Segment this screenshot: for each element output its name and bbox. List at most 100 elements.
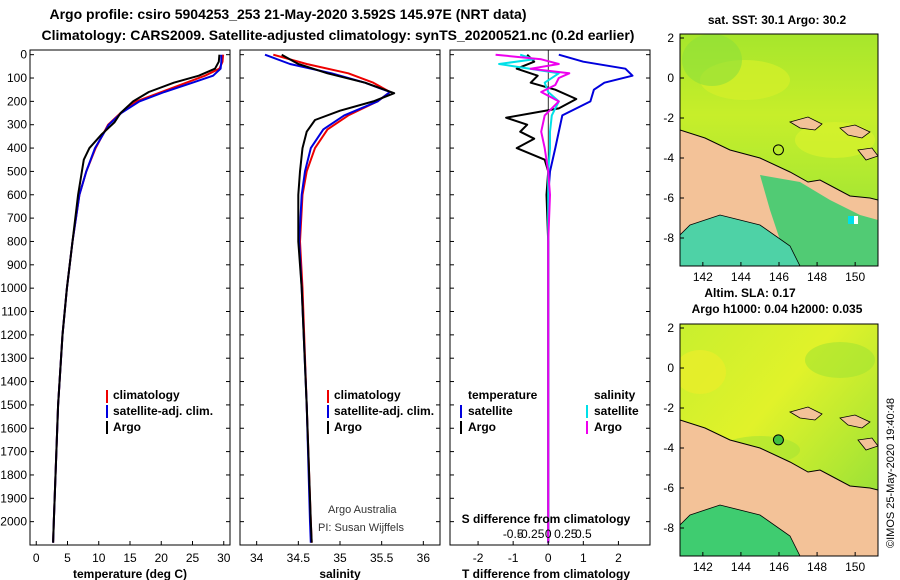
depth-tick-label: 500 (7, 164, 27, 178)
sla-map-title-2: Argo h1000: 0.04 h2000: 0.035 (692, 302, 863, 316)
depth-tick-label: 700 (7, 211, 27, 225)
imos-stamp: ©IMOS 25-May-2020 19:40:48 (885, 398, 897, 548)
sla-gulf (680, 504, 801, 556)
sst-map-axes: 142 144 146 148 150 2 0 -2 -4 -6 -8 (663, 31, 865, 284)
map-x-tick-label: 150 (845, 560, 865, 574)
map-x-tick-label: 148 (807, 560, 827, 574)
credit-line-1: Argo Australia (328, 504, 397, 516)
s-tick-label: -0.5 (503, 527, 524, 541)
sst-gulf (680, 214, 801, 266)
title-line-1: Argo profile: csiro 5904253_253 21-May-2… (49, 6, 526, 22)
map-y-tick-label: 0 (667, 71, 674, 85)
legend-argo-label: Argo (334, 420, 362, 434)
sst-island-1 (788, 116, 823, 131)
sla-argo-marker (772, 434, 784, 446)
depth-axis: 0 100 200 300 400 500 600 700 800 900 1000 1100 1200… (0, 48, 27, 529)
sst-island-2 (839, 124, 871, 139)
legend-s-satellite-label: satellite (594, 404, 639, 418)
depth-tick-label: 1800 (0, 468, 27, 482)
map-y-tick-label: 0 (667, 361, 674, 375)
x-tick-label: 25 (186, 551, 200, 565)
depth-tick-label: 400 (7, 141, 27, 155)
title-line-2: Climatology: CARS2009. Satellite-adjuste… (42, 27, 635, 43)
difference-panel-frame (449, 49, 651, 546)
map-x-tick-label: 148 (807, 270, 827, 284)
legend-salinity-title: salinity (594, 388, 636, 402)
s-tick-label: 0.5 (575, 527, 592, 541)
sla-map (680, 324, 878, 556)
map-y-tick-label: -4 (663, 151, 674, 165)
depth-tick-label: 1600 (0, 421, 27, 435)
salinity-legend: climatology satellite-adj. clim. Argo (327, 388, 434, 434)
x-tick-label: 35 (333, 551, 347, 565)
x-tick-label: 1 (580, 551, 587, 565)
map-y-tick-label: -6 (663, 191, 674, 205)
depth-tick-label: 200 (7, 94, 27, 108)
series-salinity-satellite (498, 53, 560, 543)
series-argo (281, 53, 396, 543)
salinity-axis-label: salinity (319, 567, 361, 580)
map-x-tick-label: 146 (769, 270, 789, 284)
map-x-tick-label: 142 (693, 270, 713, 284)
map-x-tick-label: 142 (693, 560, 713, 574)
sst-island-3 (857, 147, 878, 161)
x-tick-label: 34 (250, 551, 264, 565)
sst-map-title: sat. SST: 30.1 Argo: 30.2 (708, 13, 847, 27)
series-salinity-argo (495, 53, 571, 543)
map-y-tick-label: -2 (663, 111, 674, 125)
x-tick-label: 34.5 (287, 551, 311, 565)
legend-satellite-label: satellite-adj. clim. (334, 404, 434, 418)
legend-climatology-label: climatology (334, 388, 401, 402)
map-y-tick-label: 2 (667, 321, 674, 335)
sst-map (680, 34, 878, 266)
temperature-panel-frame (29, 49, 231, 546)
map-y-tick-label: -2 (663, 401, 674, 415)
legend-climatology-label: climatology (113, 388, 180, 402)
legend-temperature-title: temperature (468, 388, 538, 402)
map-y-tick-label: -8 (663, 231, 674, 245)
x-tick-label: 35.5 (370, 551, 394, 565)
depth-tick-label: 1900 (0, 491, 27, 505)
sla-island-2 (839, 414, 871, 429)
depth-tick-label: 800 (7, 234, 27, 248)
difference-legend: temperature salinity satellite Argo sate… (460, 388, 639, 434)
sla-map-axes: 142 144 146 148 150 2 0 -2 -4 -6 -8 (663, 321, 865, 574)
map-y-tick-label: -8 (663, 521, 674, 535)
x-tick-label: 0 (33, 551, 40, 565)
legend-argo-label: Argo (113, 420, 141, 434)
x-tick-label: 36 (417, 551, 431, 565)
t-difference-axis-label: T difference from climatology (462, 567, 630, 580)
depth-tick-label: 1400 (0, 375, 27, 389)
depth-tick-label: 1300 (0, 351, 27, 365)
s-tick-label: 0 (545, 527, 552, 541)
depth-tick-label: 1100 (1, 305, 27, 319)
temperature-axis-label: temperature (deg C) (73, 567, 187, 580)
sla-map-title-1: Altim. SLA: 0.17 (704, 286, 796, 300)
x-tick-label: 15 (123, 551, 137, 565)
map-x-tick-label: 144 (731, 560, 751, 574)
depth-tick-label: 2000 (0, 515, 27, 529)
sst-argo-marker (772, 144, 784, 156)
x-tick-label: 30 (217, 551, 231, 565)
legend-t-satellite-label: satellite (468, 404, 513, 418)
series-satellite-adj-clim- (52, 54, 223, 543)
x-tick-label: 2 (615, 551, 622, 565)
series-argo (52, 54, 221, 543)
s-tick-label: -0.25 (517, 527, 545, 541)
x-tick-label: 0 (545, 551, 552, 565)
map-y-tick-label: -6 (663, 481, 674, 495)
map-y-tick-label: 2 (667, 31, 674, 45)
x-tick-label: -1 (508, 551, 519, 565)
x-tick-label: 10 (92, 551, 106, 565)
series-satellite-adj-clim- (264, 53, 391, 543)
map-x-tick-label: 144 (731, 270, 751, 284)
depth-tick-label: 1000 (0, 281, 27, 295)
depth-tick-label: 1200 (0, 328, 27, 342)
sla-island-3 (857, 437, 878, 451)
legend-s-argo-label: Argo (594, 420, 622, 434)
map-x-tick-label: 150 (845, 270, 865, 284)
x-tick-label: -2 (473, 551, 484, 565)
depth-tick-label: 100 (7, 71, 27, 85)
salinity-panel-frame (239, 49, 441, 546)
profile-series (52, 50, 634, 545)
